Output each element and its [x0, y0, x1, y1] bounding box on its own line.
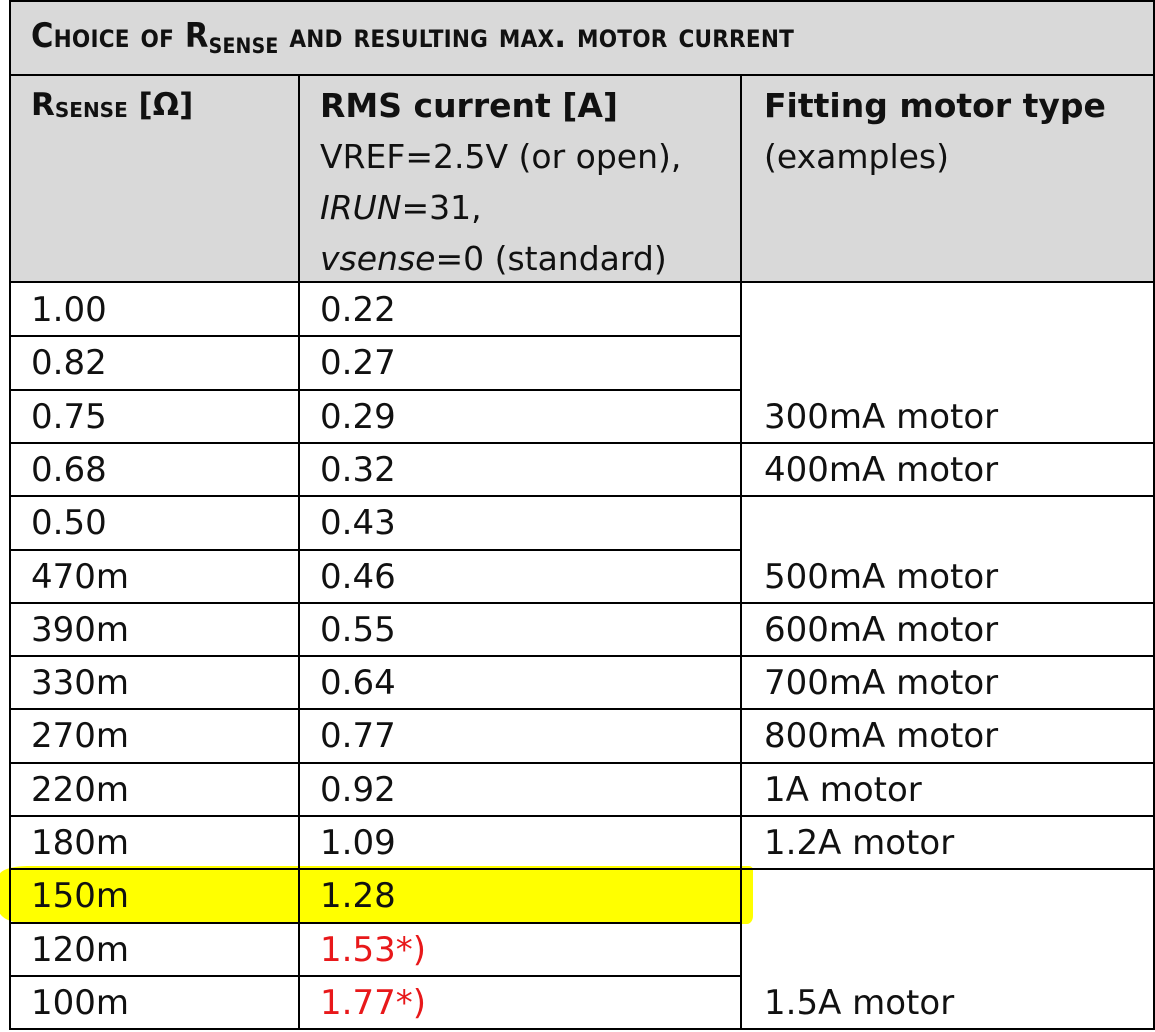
grid-line — [9, 0, 1155, 2]
cell-motor: 1.5A motor — [764, 982, 955, 1023]
cell-rsense: 330m — [31, 663, 130, 704]
cell-motor: 700mA motor — [764, 663, 999, 704]
cell-rsense: 120m — [31, 929, 130, 970]
grid-line — [9, 281, 1155, 283]
header-fitting-motor: Fitting motor type (examples) — [764, 86, 1106, 176]
grid-line — [9, 868, 742, 870]
cell-rms: 1.28 — [320, 876, 396, 917]
cell-rms: 0.55 — [320, 609, 396, 650]
grid-line — [740, 602, 1155, 604]
cell-rms: 1.77*) — [320, 982, 426, 1023]
cell-rms: 0.29 — [320, 396, 396, 437]
cell-rms: 0.32 — [320, 449, 396, 490]
grid-line — [9, 335, 742, 337]
cell-rms: 0.77 — [320, 716, 396, 757]
cell-rms: 0.46 — [320, 556, 396, 597]
cell-motor: 800mA motor — [764, 716, 999, 757]
grid-line — [9, 708, 742, 710]
cell-rms: 0.22 — [320, 290, 396, 330]
grid-line — [740, 815, 1155, 817]
grid-line — [9, 975, 742, 977]
cell-motor: 500mA motor — [764, 556, 999, 597]
grid-line — [9, 815, 742, 817]
cell-rsense: 100m — [31, 982, 130, 1023]
cell-rsense: 0.75 — [31, 396, 107, 437]
cell-motor: 600mA motor — [764, 609, 999, 650]
grid-line — [9, 442, 742, 444]
cell-motor: 300mA motor — [764, 396, 999, 437]
grid-line — [9, 0, 11, 1030]
cell-rsense: 470m — [31, 556, 130, 597]
table-caption: Choice of RSENSE and resulting max. moto… — [31, 16, 795, 58]
grid-line — [740, 762, 1155, 764]
cell-motor: 1.2A motor — [764, 823, 955, 863]
grid-line — [9, 74, 1155, 76]
grid-line — [9, 1028, 1155, 1030]
cell-rsense: 390m — [31, 609, 130, 650]
cell-rms: 1.53*) — [320, 929, 426, 970]
cell-rsense: 0.82 — [31, 343, 107, 384]
table-caption-bg — [9, 0, 1155, 75]
grid-line — [9, 495, 742, 497]
table-header-bg — [9, 75, 1155, 281]
grid-line — [740, 708, 1155, 710]
grid-line — [9, 655, 742, 657]
grid-line — [740, 442, 1155, 444]
cell-rms: 0.64 — [320, 663, 396, 704]
header-rms-current: RMS current [A] VREF=2.5V (or open), IRU… — [320, 86, 682, 278]
cell-rms: 0.27 — [320, 343, 396, 384]
grid-line — [740, 495, 1155, 497]
cell-rsense: 270m — [31, 716, 130, 757]
cell-rsense: 0.68 — [31, 449, 107, 490]
row-highlight-marker — [0, 866, 753, 924]
grid-line — [298, 75, 300, 1030]
header-rsense: RSENSE [Ω] — [31, 87, 194, 123]
grid-line — [9, 549, 742, 551]
grid-line — [740, 655, 1155, 657]
grid-line — [9, 602, 742, 604]
cell-motor: 1A motor — [764, 769, 922, 810]
grid-line — [740, 75, 742, 1030]
grid-line — [740, 868, 1155, 870]
cell-rms: 1.09 — [320, 823, 396, 863]
grid-line — [9, 389, 742, 391]
cell-motor: 400mA motor — [764, 449, 999, 490]
cell-rsense: 0.50 — [31, 503, 107, 544]
cell-rsense: 220m — [31, 769, 130, 810]
grid-line — [1153, 0, 1155, 1030]
cell-rms: 0.43 — [320, 503, 396, 544]
cell-rms: 0.92 — [320, 769, 396, 810]
grid-line — [9, 762, 742, 764]
cell-rsense: 150m — [31, 876, 130, 917]
cell-rsense: 180m — [31, 823, 130, 863]
cell-rsense: 1.00 — [31, 290, 107, 330]
grid-line — [9, 922, 742, 924]
